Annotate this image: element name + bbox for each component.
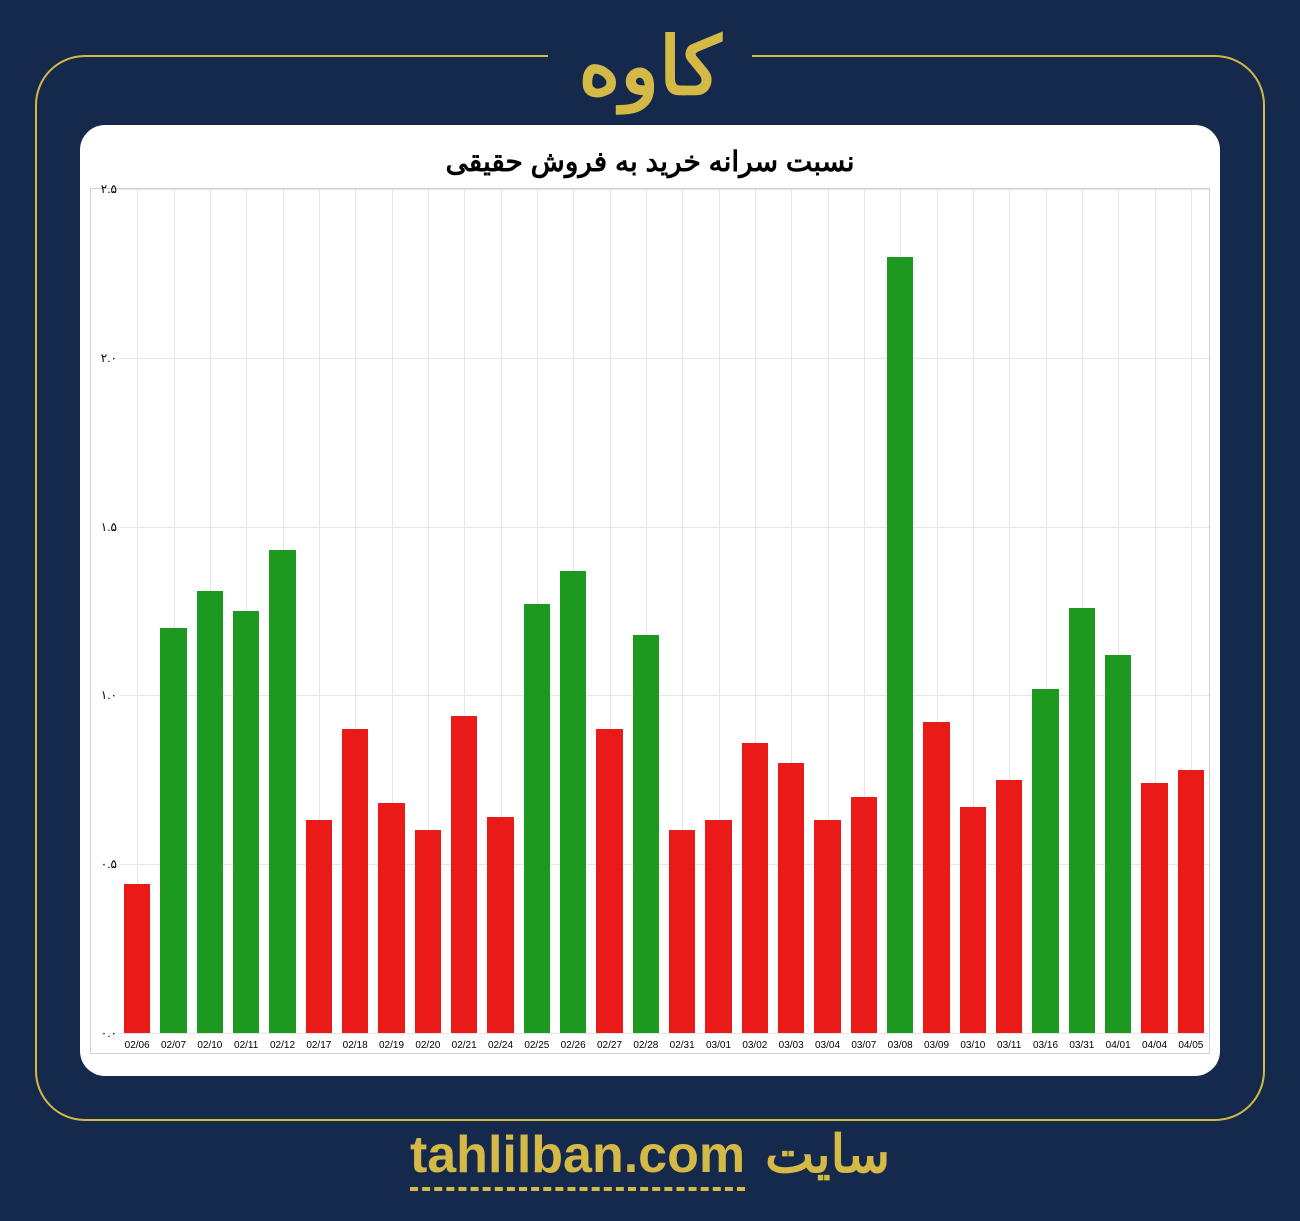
y-axis-label: ۱.۰ bbox=[93, 688, 117, 702]
y-axis-label: ۲.۰ bbox=[93, 351, 117, 365]
chart-bar bbox=[233, 611, 259, 1033]
x-axis-label: 02/27 bbox=[597, 1040, 622, 1051]
x-axis-label: 03/02 bbox=[742, 1040, 767, 1051]
chart-bar bbox=[778, 763, 804, 1033]
chart-bar bbox=[269, 550, 295, 1033]
chart-bar bbox=[1069, 608, 1095, 1033]
chart-bar bbox=[197, 591, 223, 1033]
footer-url: tahlilban.com bbox=[410, 1125, 745, 1191]
x-axis-label: 03/11 bbox=[997, 1040, 1021, 1051]
chart-bar bbox=[1178, 770, 1204, 1033]
x-axis-label: 02/12 bbox=[270, 1040, 295, 1051]
x-axis-label: 02/10 bbox=[197, 1040, 222, 1051]
x-axis-label: 03/01 bbox=[706, 1040, 731, 1051]
x-axis-label: 03/04 bbox=[815, 1040, 840, 1051]
x-axis-label: 02/21 bbox=[452, 1040, 477, 1051]
x-axis-label: 02/24 bbox=[488, 1040, 513, 1051]
x-axis-label: 02/20 bbox=[415, 1040, 440, 1051]
y-axis-label: ۰.۰ bbox=[93, 1026, 117, 1040]
y-axis-label: ۲.۵ bbox=[93, 182, 117, 196]
chart-bar bbox=[742, 743, 768, 1033]
x-axis-label: 04/01 bbox=[1106, 1040, 1131, 1051]
x-axis-label: 04/05 bbox=[1178, 1040, 1203, 1051]
chart-bar bbox=[342, 729, 368, 1033]
x-axis-label: 02/19 bbox=[379, 1040, 404, 1051]
chart-bar bbox=[851, 797, 877, 1033]
x-axis-label: 03/09 bbox=[924, 1040, 949, 1051]
chart-bar bbox=[669, 830, 695, 1033]
chart-bar bbox=[1105, 655, 1131, 1033]
chart-bar bbox=[306, 820, 332, 1033]
x-axis-label: 03/10 bbox=[960, 1040, 985, 1051]
chart-bar bbox=[378, 803, 404, 1033]
chart-bar bbox=[814, 820, 840, 1033]
chart-panel: نسبت سرانه خرید به فروش حقیقی ۰.۰ ۰.۵ ۱.۰ ۱… bbox=[80, 125, 1220, 1076]
chart-title: نسبت سرانه خرید به فروش حقیقی bbox=[90, 145, 1210, 178]
x-axis-label: 02/25 bbox=[524, 1040, 549, 1051]
chart-bar bbox=[705, 820, 731, 1033]
x-axis-label: 03/08 bbox=[888, 1040, 913, 1051]
footer: tahlilban.com سایت bbox=[0, 1125, 1300, 1191]
x-axis-label: 02/06 bbox=[125, 1040, 150, 1051]
chart-bar bbox=[1032, 689, 1058, 1033]
chart-bar bbox=[451, 716, 477, 1033]
grid-line-horizontal bbox=[119, 1033, 1209, 1034]
chart-bar bbox=[887, 257, 913, 1033]
chart-bar bbox=[524, 604, 550, 1033]
chart-bar bbox=[160, 628, 186, 1033]
chart-bar bbox=[996, 780, 1022, 1033]
chart-bar bbox=[487, 817, 513, 1033]
x-axis-label: 04/04 bbox=[1142, 1040, 1167, 1051]
y-axis-label: ۱.۵ bbox=[93, 520, 117, 534]
x-axis-label: 02/18 bbox=[343, 1040, 368, 1051]
x-axis-label: 03/31 bbox=[1069, 1040, 1094, 1051]
chart-bar bbox=[633, 635, 659, 1033]
chart-bar bbox=[124, 884, 150, 1033]
x-axis-label: 03/16 bbox=[1033, 1040, 1058, 1051]
x-axis-label: 03/07 bbox=[851, 1040, 876, 1051]
header-title-wrap: کاوه bbox=[0, 20, 1300, 113]
footer-site-word: سایت bbox=[765, 1125, 890, 1185]
bars-area bbox=[119, 189, 1209, 1033]
chart-bar bbox=[560, 571, 586, 1034]
x-axis-label: 02/07 bbox=[161, 1040, 186, 1051]
x-axis-label: 02/11 bbox=[234, 1040, 258, 1051]
page-title: کاوه bbox=[548, 20, 751, 113]
y-axis-label: ۰.۵ bbox=[93, 857, 117, 871]
chart-bar bbox=[1141, 783, 1167, 1033]
x-axis-label: 02/17 bbox=[306, 1040, 331, 1051]
chart-bar bbox=[923, 722, 949, 1033]
plot-area: ۰.۰۰.۵۱.۰۱.۵۲.۰۲.۵02/0602/0702/1002/1102… bbox=[90, 188, 1210, 1054]
x-axis-label: 02/26 bbox=[561, 1040, 586, 1051]
chart-bar bbox=[960, 807, 986, 1033]
chart-bar bbox=[415, 830, 441, 1033]
chart-bar bbox=[596, 729, 622, 1033]
x-axis-label: 02/31 bbox=[670, 1040, 695, 1051]
x-axis-label: 02/28 bbox=[633, 1040, 658, 1051]
x-axis-label: 03/03 bbox=[779, 1040, 804, 1051]
